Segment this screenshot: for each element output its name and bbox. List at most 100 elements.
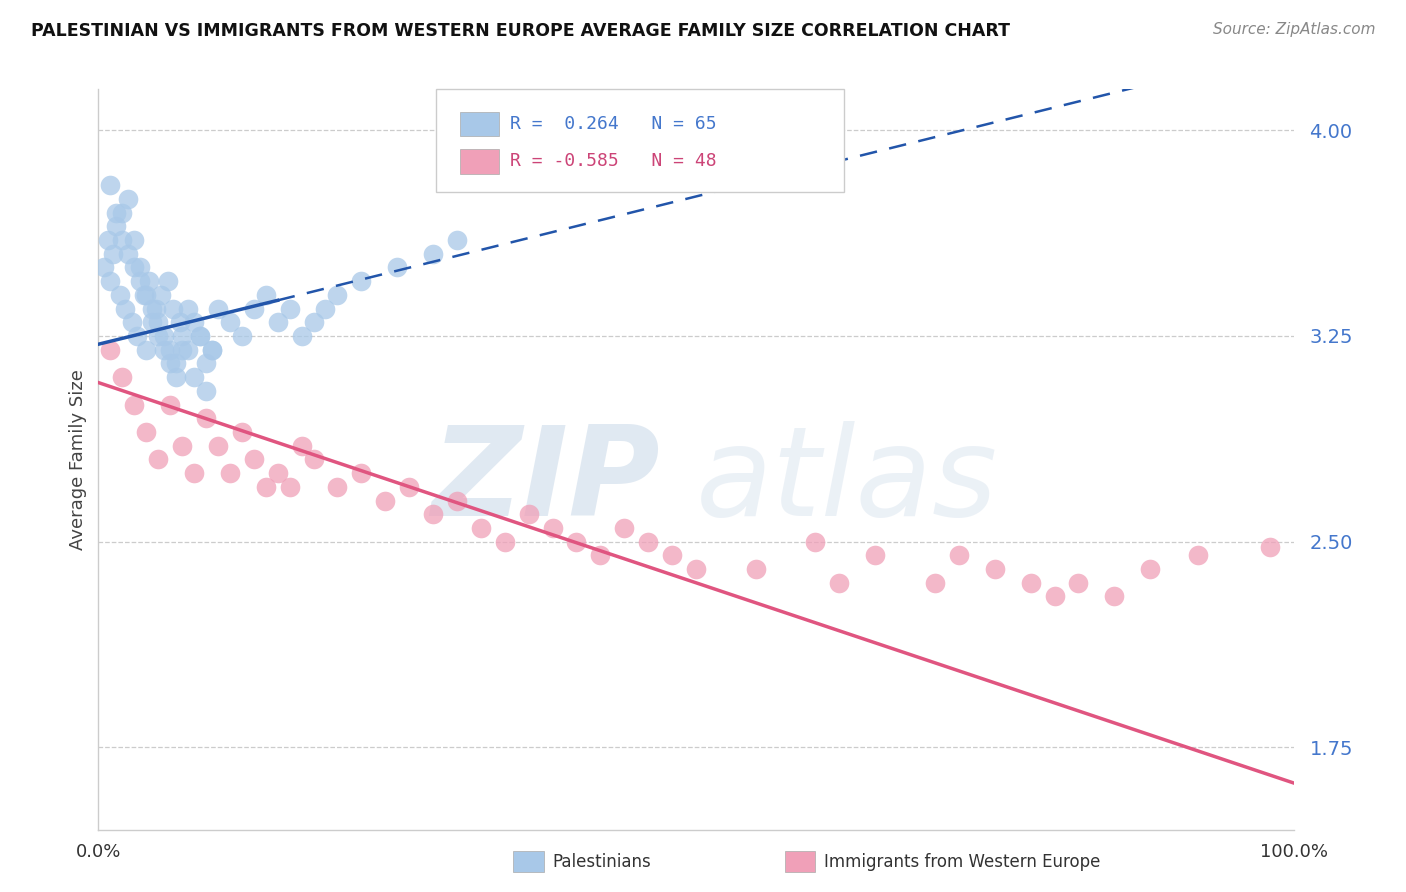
Point (121, 315, 143, 329)
Point (169, 315, 191, 329)
Point (117, 192, 139, 206)
Point (804, 534, 827, 549)
Point (291, 439, 314, 453)
Point (148, 315, 170, 329)
Point (446, 493, 468, 508)
Point (637, 534, 659, 549)
Point (243, 301, 266, 316)
Point (149, 288, 172, 302)
Point (302, 315, 325, 329)
Point (172, 439, 194, 453)
Point (201, 343, 224, 357)
Point (148, 452, 170, 467)
Point (135, 288, 157, 302)
Point (93, 260, 115, 275)
Point (207, 439, 229, 453)
Point (145, 301, 167, 316)
Point (125, 329, 148, 343)
Text: Palestinians: Palestinians (553, 853, 651, 871)
Point (1043, 590, 1066, 604)
Point (613, 521, 636, 535)
Point (278, 480, 301, 494)
Point (374, 493, 396, 508)
Point (1067, 575, 1090, 590)
Point (350, 466, 373, 480)
Point (165, 370, 187, 384)
Point (207, 301, 229, 316)
Text: Source: ZipAtlas.com: Source: ZipAtlas.com (1212, 22, 1375, 37)
Point (111, 205, 134, 219)
Point (254, 288, 277, 302)
Point (124, 233, 146, 247)
Point (195, 411, 218, 425)
Point (98, 274, 122, 288)
Point (398, 480, 420, 494)
Point (350, 274, 373, 288)
Point (685, 562, 707, 576)
Point (159, 343, 181, 357)
Point (1258, 540, 1281, 554)
Text: PALESTINIAN VS IMMIGRANTS FROM WESTERN EUROPE AVERAGE FAMILY SIZE CORRELATION CH: PALESTINIAN VS IMMIGRANTS FROM WESTERN E… (31, 22, 1010, 40)
Point (828, 575, 851, 590)
Point (183, 466, 205, 480)
Point (1104, 590, 1126, 604)
Point (148, 329, 170, 343)
Point (1139, 562, 1161, 576)
Point (278, 301, 301, 316)
Text: atlas: atlas (696, 421, 998, 542)
Point (188, 329, 211, 343)
Point (422, 246, 444, 260)
Point (111, 370, 134, 384)
Point (745, 562, 768, 576)
Point (254, 480, 277, 494)
Point (589, 549, 612, 563)
Point (446, 233, 468, 247)
Point (135, 425, 157, 439)
Point (195, 384, 218, 398)
Point (948, 549, 970, 563)
Point (201, 343, 224, 357)
Point (267, 315, 290, 329)
Point (1187, 549, 1209, 563)
Point (541, 521, 564, 535)
Point (188, 329, 211, 343)
Point (138, 274, 160, 288)
Point (177, 343, 200, 357)
Point (111, 233, 134, 247)
Point (124, 398, 146, 412)
Text: ZIP: ZIP (432, 421, 661, 542)
Point (159, 356, 181, 370)
Point (326, 288, 349, 302)
Point (422, 507, 444, 521)
Point (162, 301, 184, 316)
Point (385, 260, 409, 275)
Point (98, 178, 122, 193)
Point (114, 301, 136, 316)
Point (243, 452, 266, 467)
Point (470, 521, 492, 535)
Point (135, 343, 157, 357)
Point (177, 301, 200, 316)
Point (924, 575, 946, 590)
Point (219, 466, 242, 480)
Point (153, 343, 176, 357)
Point (141, 301, 163, 316)
Point (984, 562, 1007, 576)
Point (315, 301, 337, 316)
Point (565, 534, 588, 549)
Y-axis label: Average Family Size: Average Family Size (69, 369, 87, 549)
Text: Immigrants from Western Europe: Immigrants from Western Europe (824, 853, 1101, 871)
Point (302, 452, 325, 467)
Point (141, 315, 163, 329)
Point (183, 315, 205, 329)
Point (108, 288, 131, 302)
Point (132, 288, 155, 302)
Point (494, 534, 516, 549)
Point (101, 246, 124, 260)
Point (865, 549, 887, 563)
Point (1019, 575, 1042, 590)
Point (291, 329, 314, 343)
Point (165, 356, 187, 370)
Point (183, 370, 205, 384)
Text: R = -0.585   N = 48: R = -0.585 N = 48 (510, 153, 717, 170)
